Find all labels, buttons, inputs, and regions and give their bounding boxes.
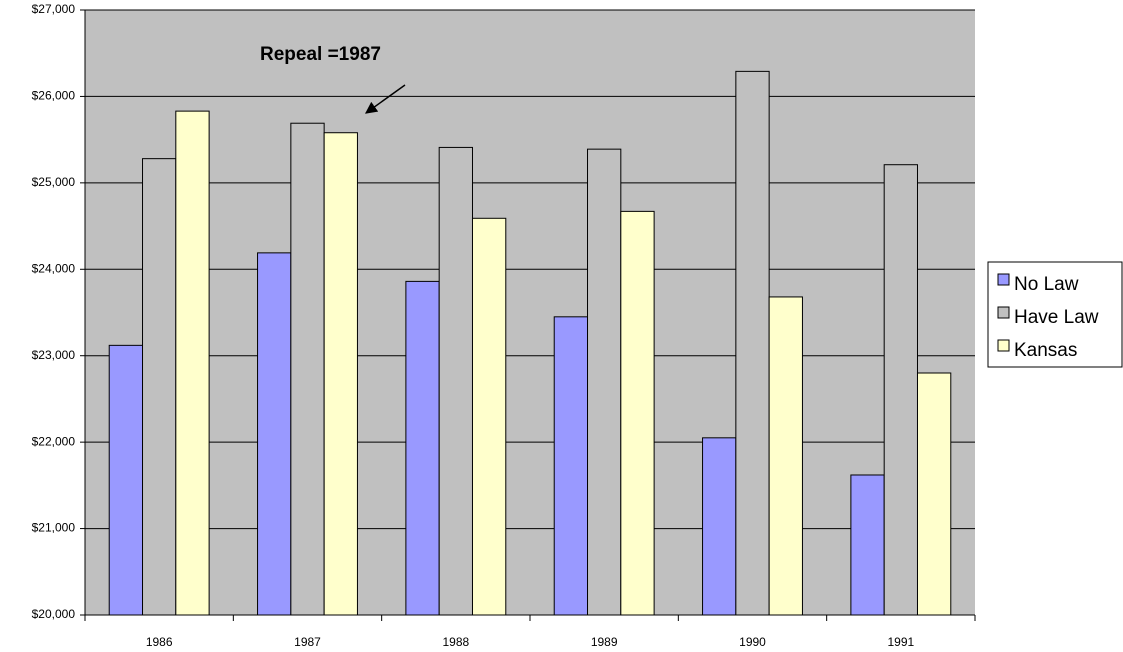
y-tick-label: $20,000 xyxy=(32,607,76,621)
y-tick-label: $21,000 xyxy=(32,521,76,535)
bar xyxy=(405,280,440,616)
y-tick-label: $23,000 xyxy=(32,348,76,362)
x-tick-label: 1989 xyxy=(591,635,618,649)
bar xyxy=(108,344,144,616)
bar xyxy=(702,437,737,616)
bar xyxy=(257,252,292,616)
bar xyxy=(290,122,325,616)
legend-box xyxy=(987,261,1123,368)
bar xyxy=(916,372,952,616)
y-tick-label: $26,000 xyxy=(32,89,76,103)
legend-label: Kansas xyxy=(1014,340,1077,361)
x-tick-label: 1987 xyxy=(294,635,321,649)
annotation-arrow xyxy=(365,84,406,114)
legend-swatch xyxy=(997,306,1010,319)
y-tick-label: $27,000 xyxy=(32,2,76,16)
bar xyxy=(553,316,589,616)
x-tick-label: 1986 xyxy=(146,635,173,649)
bar xyxy=(142,158,177,616)
y-tick-label: $22,000 xyxy=(32,434,76,448)
legend-label: No Law xyxy=(1014,274,1079,295)
annotation: Repeal =1987 xyxy=(260,44,381,65)
plot-area xyxy=(85,10,975,615)
bar xyxy=(735,70,770,616)
legend-swatch xyxy=(997,273,1010,286)
x-tick-label: 1990 xyxy=(739,635,766,649)
bar xyxy=(587,148,622,616)
bar xyxy=(175,110,210,616)
bar xyxy=(883,164,918,616)
bar xyxy=(768,296,803,616)
legend-swatch xyxy=(997,339,1010,352)
x-tick-label: 1988 xyxy=(442,635,469,649)
y-tick-label: $24,000 xyxy=(32,261,76,275)
bar xyxy=(850,474,885,616)
x-tick-label: 1991 xyxy=(887,635,914,649)
bar xyxy=(438,146,473,616)
y-tick-label: $25,000 xyxy=(32,175,76,189)
legend-label: Have Law xyxy=(1014,307,1099,328)
bar xyxy=(620,210,655,616)
bar xyxy=(471,217,507,616)
bar xyxy=(323,132,358,616)
